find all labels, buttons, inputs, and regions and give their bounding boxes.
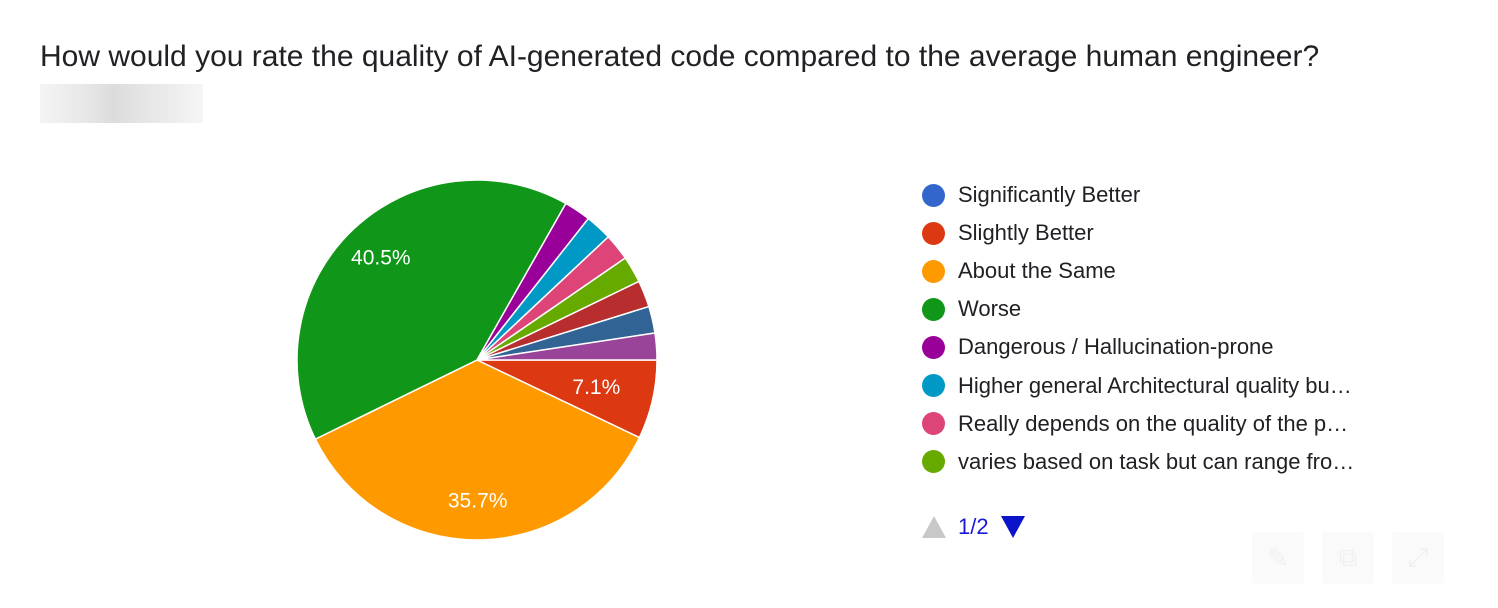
legend-swatch — [922, 374, 945, 398]
chart-title: How would you rate the quality of AI-gen… — [40, 40, 1320, 73]
legend-label: varies based on task but can range fro… — [958, 448, 1355, 474]
previous-page-icon[interactable] — [922, 516, 946, 538]
legend-label: Dangerous / Hallucination-prone — [958, 334, 1274, 360]
legend-item: Worse — [922, 290, 1354, 328]
legend-swatch — [922, 259, 945, 283]
edit-icon[interactable]: ✎ — [1252, 532, 1304, 584]
legend-label: Slightly Better — [958, 220, 1094, 246]
legend-swatch — [922, 450, 945, 474]
legend-label: Really depends on the quality of the p… — [958, 410, 1349, 436]
legend-item: Dangerous / Hallucination-prone — [922, 328, 1354, 366]
legend-label: Significantly Better — [958, 182, 1141, 208]
redacted-response-count — [40, 84, 203, 123]
legend-swatch — [922, 183, 945, 207]
legend-swatch — [922, 221, 945, 245]
legend-item: Really depends on the quality of the p… — [922, 405, 1354, 443]
legend-label: Worse — [958, 296, 1022, 322]
pie-slice — [296, 179, 567, 441]
chart-legend: Significantly Better Slightly Better About… — [922, 176, 1354, 481]
next-page-icon[interactable] — [1000, 516, 1025, 538]
legend-pager: 1/2 — [922, 514, 1025, 540]
pie-slice — [314, 359, 641, 541]
legend-item: Slightly Better — [922, 214, 1354, 252]
slice-data-label: 35.7% — [448, 489, 508, 512]
pie-slice — [476, 332, 658, 361]
legend-swatch — [922, 412, 945, 436]
legend-item: varies based on task but can range fro… — [922, 443, 1354, 481]
legend-swatch — [922, 297, 945, 321]
legend-item: Higher general Architectural quality bu… — [922, 366, 1354, 404]
legend-item: About the Same — [922, 252, 1354, 290]
legend-label: Higher general Architectural quality bu… — [958, 372, 1352, 398]
page-indicator: 1/2 — [958, 514, 989, 539]
slice-data-label: 40.5% — [351, 247, 411, 270]
copy-icon[interactable]: ⧉ — [1322, 532, 1374, 584]
legend-label: About the Same — [958, 258, 1116, 284]
legend-swatch — [922, 335, 945, 359]
expand-icon[interactable]: ⤢ — [1392, 532, 1444, 584]
legend-item: Significantly Better — [922, 176, 1354, 214]
slice-data-label: 7.1% — [572, 376, 620, 399]
